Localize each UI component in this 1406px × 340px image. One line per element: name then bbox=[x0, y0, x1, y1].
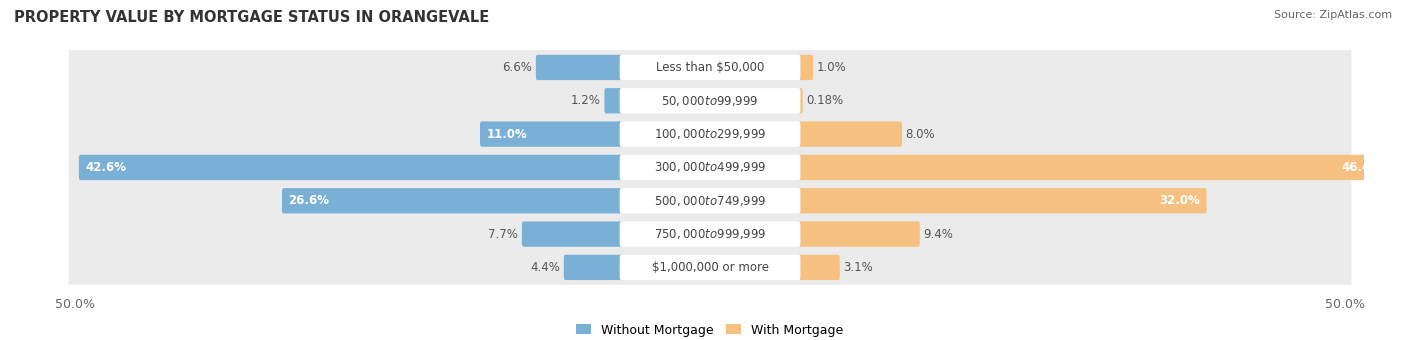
FancyBboxPatch shape bbox=[620, 188, 800, 214]
FancyBboxPatch shape bbox=[797, 255, 839, 280]
FancyBboxPatch shape bbox=[797, 88, 803, 114]
Text: $750,000 to $999,999: $750,000 to $999,999 bbox=[654, 227, 766, 241]
FancyBboxPatch shape bbox=[605, 88, 623, 114]
FancyBboxPatch shape bbox=[620, 55, 800, 80]
Text: Source: ZipAtlas.com: Source: ZipAtlas.com bbox=[1274, 10, 1392, 20]
Text: Less than $50,000: Less than $50,000 bbox=[655, 61, 765, 74]
FancyBboxPatch shape bbox=[283, 188, 623, 214]
FancyBboxPatch shape bbox=[620, 155, 800, 180]
Text: 11.0%: 11.0% bbox=[486, 128, 527, 141]
Text: 26.6%: 26.6% bbox=[288, 194, 329, 207]
Text: PROPERTY VALUE BY MORTGAGE STATUS IN ORANGEVALE: PROPERTY VALUE BY MORTGAGE STATUS IN ORA… bbox=[14, 10, 489, 25]
FancyBboxPatch shape bbox=[620, 88, 800, 114]
FancyBboxPatch shape bbox=[479, 121, 623, 147]
FancyBboxPatch shape bbox=[69, 50, 1351, 85]
Text: 6.6%: 6.6% bbox=[502, 61, 533, 74]
FancyBboxPatch shape bbox=[69, 183, 1351, 218]
Text: $100,000 to $299,999: $100,000 to $299,999 bbox=[654, 127, 766, 141]
Text: $1,000,000 or more: $1,000,000 or more bbox=[651, 261, 769, 274]
Text: 3.1%: 3.1% bbox=[844, 261, 873, 274]
FancyBboxPatch shape bbox=[69, 250, 1351, 285]
FancyBboxPatch shape bbox=[620, 255, 800, 280]
Text: $50,000 to $99,999: $50,000 to $99,999 bbox=[661, 94, 759, 108]
FancyBboxPatch shape bbox=[79, 155, 623, 180]
Text: 4.4%: 4.4% bbox=[530, 261, 560, 274]
FancyBboxPatch shape bbox=[797, 55, 813, 80]
FancyBboxPatch shape bbox=[69, 217, 1351, 251]
FancyBboxPatch shape bbox=[536, 55, 623, 80]
Text: 9.4%: 9.4% bbox=[924, 227, 953, 241]
Text: 46.4%: 46.4% bbox=[1341, 161, 1384, 174]
FancyBboxPatch shape bbox=[620, 121, 800, 147]
FancyBboxPatch shape bbox=[69, 117, 1351, 151]
Text: 32.0%: 32.0% bbox=[1160, 194, 1201, 207]
Text: 1.2%: 1.2% bbox=[571, 94, 600, 107]
FancyBboxPatch shape bbox=[69, 150, 1351, 185]
Text: 7.7%: 7.7% bbox=[488, 227, 519, 241]
FancyBboxPatch shape bbox=[69, 83, 1351, 118]
FancyBboxPatch shape bbox=[564, 255, 623, 280]
FancyBboxPatch shape bbox=[797, 188, 1206, 214]
FancyBboxPatch shape bbox=[797, 155, 1389, 180]
Text: 1.0%: 1.0% bbox=[817, 61, 846, 74]
Text: 42.6%: 42.6% bbox=[86, 161, 127, 174]
FancyBboxPatch shape bbox=[797, 221, 920, 247]
FancyBboxPatch shape bbox=[620, 221, 800, 247]
FancyBboxPatch shape bbox=[797, 121, 903, 147]
Text: 0.18%: 0.18% bbox=[806, 94, 844, 107]
Text: $300,000 to $499,999: $300,000 to $499,999 bbox=[654, 160, 766, 174]
FancyBboxPatch shape bbox=[522, 221, 623, 247]
Text: 8.0%: 8.0% bbox=[905, 128, 935, 141]
Legend: Without Mortgage, With Mortgage: Without Mortgage, With Mortgage bbox=[571, 319, 849, 340]
Text: $500,000 to $749,999: $500,000 to $749,999 bbox=[654, 194, 766, 208]
